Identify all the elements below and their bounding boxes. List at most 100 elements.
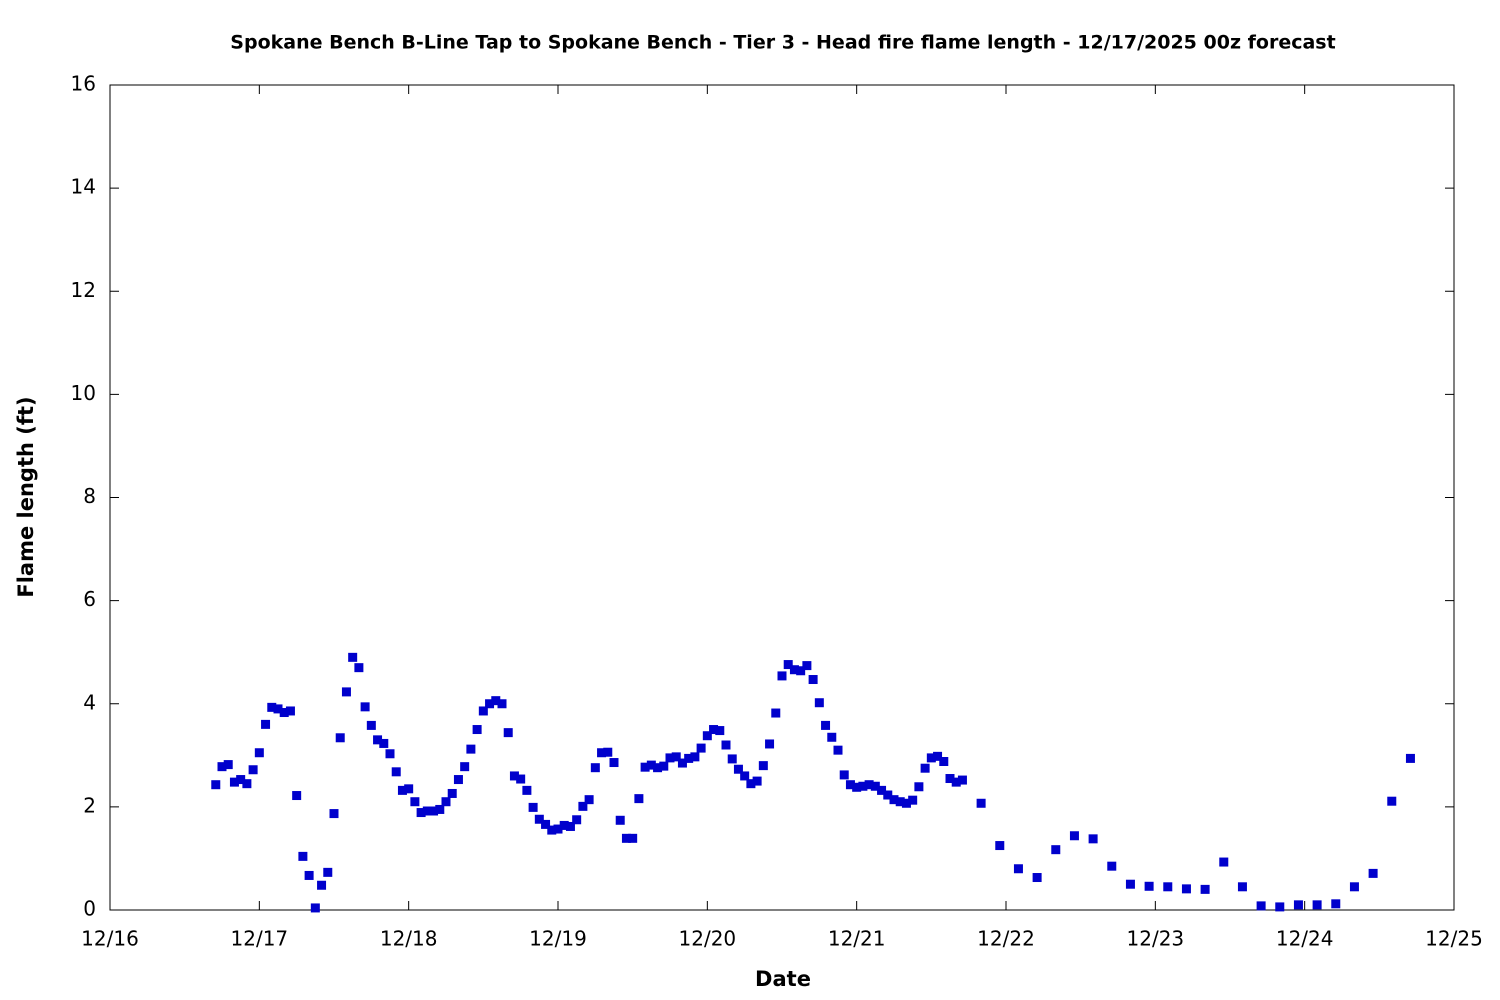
x-tick-label: 12/22 xyxy=(977,927,1035,951)
data-point xyxy=(254,748,264,758)
x-tick-label: 12/21 xyxy=(828,927,886,951)
data-point xyxy=(211,780,221,790)
data-point xyxy=(690,752,700,762)
data-point xyxy=(926,753,936,763)
data-point xyxy=(460,762,470,772)
data-point xyxy=(1144,881,1154,891)
data-point xyxy=(696,743,706,753)
data-point xyxy=(323,867,333,877)
data-point xyxy=(478,706,488,716)
data-point xyxy=(385,749,395,759)
data-point xyxy=(976,798,986,808)
data-point xyxy=(1387,796,1397,806)
y-tick-label: 16 xyxy=(71,72,96,96)
data-point xyxy=(634,794,644,804)
data-point xyxy=(1368,868,1378,878)
data-point xyxy=(920,763,930,773)
data-point xyxy=(1125,879,1135,889)
data-point xyxy=(354,663,364,673)
data-point xyxy=(603,747,613,757)
data-point xyxy=(621,833,631,843)
data-point xyxy=(901,798,911,808)
data-point xyxy=(1405,753,1415,763)
data-point xyxy=(883,790,893,800)
data-point xyxy=(945,774,955,784)
data-point xyxy=(653,763,663,773)
data-point xyxy=(1200,884,1210,894)
y-tick-label: 4 xyxy=(83,690,96,714)
data-point xyxy=(553,824,563,834)
data-point xyxy=(758,761,768,771)
data-point xyxy=(391,767,401,777)
data-point xyxy=(752,776,762,786)
data-point xyxy=(466,744,476,754)
x-tick-label: 12/19 xyxy=(529,927,587,951)
data-point xyxy=(640,762,650,772)
data-point xyxy=(740,771,750,781)
data-point xyxy=(248,765,258,775)
data-point xyxy=(373,735,383,745)
data-point xyxy=(746,779,756,789)
data-point xyxy=(522,785,532,795)
data-point xyxy=(951,777,961,787)
x-tick-label: 12/25 xyxy=(1425,927,1483,951)
data-point xyxy=(609,758,619,768)
data-point xyxy=(1051,845,1061,855)
data-point xyxy=(839,770,849,780)
data-point xyxy=(814,698,824,708)
data-point xyxy=(677,758,687,768)
x-tick-label: 12/18 xyxy=(380,927,438,951)
data-point xyxy=(541,819,551,829)
data-point xyxy=(1107,861,1117,871)
y-tick-label: 6 xyxy=(83,587,96,611)
data-point xyxy=(422,806,432,816)
data-point xyxy=(341,687,351,697)
data-point xyxy=(1275,902,1285,912)
data-point xyxy=(578,801,588,811)
x-tick-label: 12/23 xyxy=(1127,927,1185,951)
data-point xyxy=(516,774,526,784)
y-tick-label: 10 xyxy=(71,381,96,405)
x-axis-label: Date xyxy=(755,967,811,991)
data-point xyxy=(528,802,538,812)
data-point xyxy=(410,797,420,807)
data-point xyxy=(914,782,924,792)
data-point xyxy=(279,708,289,718)
data-point xyxy=(285,706,295,716)
data-point xyxy=(1013,864,1023,874)
data-point xyxy=(1163,882,1173,892)
data-point xyxy=(267,702,277,712)
data-point xyxy=(709,725,719,735)
data-point xyxy=(665,753,675,763)
data-point xyxy=(1219,857,1229,867)
data-point xyxy=(223,760,233,770)
data-point xyxy=(292,791,302,801)
x-tick-label: 12/24 xyxy=(1276,927,1334,951)
data-point xyxy=(789,665,799,675)
data-point xyxy=(441,797,451,807)
data-point xyxy=(485,699,495,709)
y-tick-label: 14 xyxy=(71,175,96,199)
data-point xyxy=(397,785,407,795)
data-point xyxy=(447,788,457,798)
data-point xyxy=(995,841,1005,851)
data-point xyxy=(870,781,880,791)
data-point xyxy=(229,777,239,787)
data-point xyxy=(273,704,283,714)
data-point xyxy=(534,814,544,824)
y-tick-label: 2 xyxy=(83,793,96,817)
data-point xyxy=(597,748,607,758)
x-tick-label: 12/16 xyxy=(81,927,139,951)
x-tick-label: 12/20 xyxy=(679,927,737,951)
data-point xyxy=(379,738,389,748)
data-point xyxy=(509,771,519,781)
data-point xyxy=(771,708,781,718)
data-point xyxy=(453,775,463,785)
data-point xyxy=(242,779,252,789)
data-point xyxy=(833,745,843,755)
data-point xyxy=(335,733,345,743)
data-point xyxy=(472,725,482,735)
data-point xyxy=(802,661,812,671)
data-point xyxy=(565,821,575,831)
y-tick-label: 8 xyxy=(83,484,96,508)
